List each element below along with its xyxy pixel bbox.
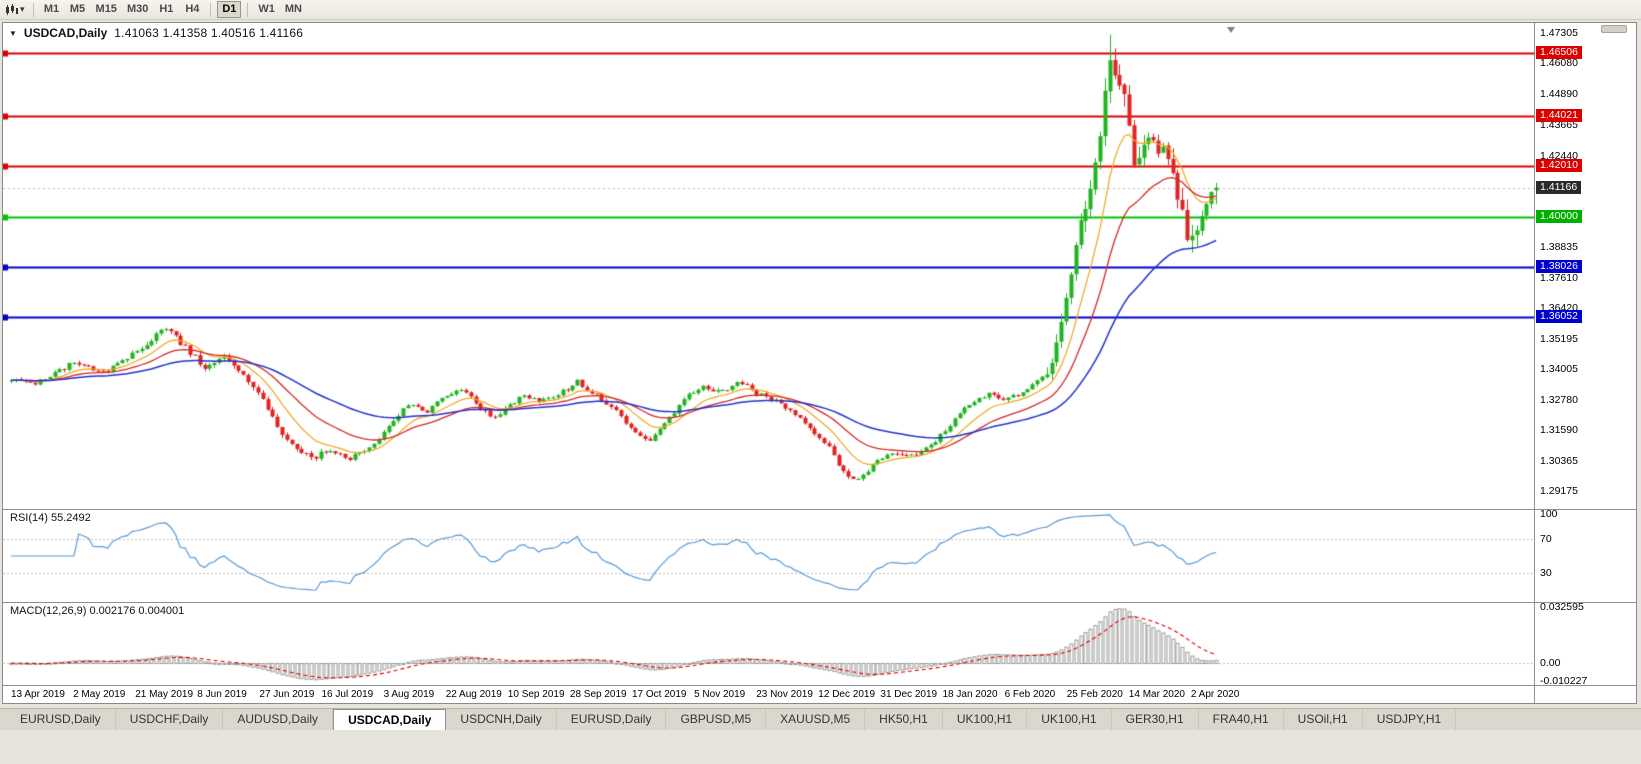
- macd-scale-label: 0.00: [1540, 657, 1561, 669]
- chart-scrollbar-thumb[interactable]: [1601, 25, 1627, 33]
- chart-tab-usdjpy-h1[interactable]: USDJPY,H1: [1363, 709, 1457, 730]
- macd-scale-label: 0.032595: [1540, 601, 1584, 613]
- y-axis-tick: 1.47305: [1540, 27, 1578, 39]
- y-axis-tick: 1.38835: [1540, 241, 1578, 253]
- rsi-indicator-label: RSI(14) 55.2492: [10, 512, 91, 524]
- timeframe-button-h1[interactable]: H1: [159, 3, 174, 15]
- chart-header: ▼ USDCAD,Daily 1.41063 1.41358 1.40516 1…: [9, 26, 303, 40]
- chart-type-icon[interactable]: [5, 3, 19, 16]
- x-axis-label: 8 Jun 2019: [197, 689, 247, 700]
- price-tag-resistance-3[interactable]: 1.42010: [1536, 159, 1582, 172]
- chart-tab-gbpusd-m5[interactable]: GBPUSD,M5: [666, 709, 767, 730]
- chart-tab-usdchf-daily[interactable]: USDCHF,Daily: [116, 709, 224, 730]
- rsi-scale-label: 70: [1540, 533, 1552, 545]
- x-axis-label: 2 Apr 2020: [1190, 689, 1240, 700]
- chart-ohlc-values: 1.41063 1.41358 1.40516 1.41166: [114, 26, 304, 40]
- x-axis-label: 17 Oct 2019: [632, 689, 687, 700]
- timeframe-button-m30[interactable]: M30: [126, 3, 149, 15]
- timeframe-toolbar: ▾ M1 M5 M15 M30 H1 H4 D1 W1 MN: [0, 0, 1641, 20]
- y-axis-tick: 1.44890: [1540, 88, 1578, 100]
- macd-pane-separator[interactable]: [3, 602, 1636, 603]
- y-axis-tick: 1.43665: [1540, 119, 1578, 131]
- x-axis-label: 13 Apr 2019: [11, 689, 65, 700]
- x-axis-label: 2 May 2019: [73, 689, 126, 700]
- time-axis[interactable]: 13 Apr 2019 2 May 2019 21 May 2019 8 Jun 20…: [3, 686, 1534, 703]
- chart-tab-audusd-daily[interactable]: AUDUSD,Daily: [223, 709, 334, 730]
- x-axis-label: 31 Dec 2019: [880, 689, 938, 700]
- price-chart-canvas[interactable]: [3, 23, 1534, 509]
- y-axis-tick: 1.32780: [1540, 394, 1578, 406]
- timeframe-button-m1[interactable]: M1: [43, 3, 60, 15]
- chart-tab-usdcad-daily[interactable]: USDCAD,Daily: [333, 709, 447, 730]
- x-axis-label: 6 Feb 2020: [1004, 689, 1056, 700]
- chart-tab-xauusd-m5[interactable]: XAUUSD,M5: [766, 709, 866, 730]
- x-axis-label: 25 Feb 2020: [1066, 689, 1123, 700]
- rsi-indicator-canvas[interactable]: [3, 510, 1534, 602]
- price-tag-support-1[interactable]: 1.38026: [1536, 260, 1582, 273]
- timeframe-button-w1[interactable]: W1: [258, 3, 275, 15]
- x-axis-label: 21 May 2019: [135, 689, 194, 700]
- chart-collapse-icon[interactable]: ▼: [9, 28, 17, 38]
- chart-tab-ger30-h1[interactable]: GER30,H1: [1112, 709, 1199, 730]
- x-axis-label: 22 Aug 2019: [445, 689, 502, 700]
- timeframe-button-mn[interactable]: MN: [284, 3, 302, 15]
- timeframe-button-h4[interactable]: H4: [185, 3, 200, 15]
- rsi-pane-separator[interactable]: [3, 509, 1636, 510]
- x-axis-label: 10 Sep 2019: [507, 689, 565, 700]
- x-axis-label: 5 Nov 2019: [694, 689, 746, 700]
- timeframe-button-m5[interactable]: M5: [69, 3, 86, 15]
- y-axis-tick: 1.31590: [1540, 424, 1578, 436]
- chart-tab-eurusd-daily[interactable]: EURUSD,Daily: [6, 709, 116, 730]
- chart-type-dropdown-icon[interactable]: ▾: [20, 4, 25, 14]
- price-axis-divider: [1534, 23, 1535, 703]
- x-axis-label: 12 Dec 2019: [818, 689, 876, 700]
- toolbar-separator: [210, 2, 212, 17]
- timeframe-button-m15[interactable]: M15: [95, 3, 117, 15]
- y-axis-tick: 1.30365: [1540, 455, 1578, 467]
- price-tag-resistance-1[interactable]: 1.46506: [1536, 46, 1582, 59]
- y-axis-tick: 1.29175: [1540, 485, 1578, 497]
- rsi-scale-label: 100: [1540, 508, 1558, 520]
- chart-tab-eurusd-daily[interactable]: EURUSD,Daily: [557, 709, 667, 730]
- x-axis-label: 28 Sep 2019: [569, 689, 627, 700]
- date-axis-separator: [3, 685, 1636, 686]
- chart-tab-uk100-h1[interactable]: UK100,H1: [943, 709, 1028, 730]
- y-axis-tick: 1.34005: [1540, 363, 1578, 375]
- x-axis-label: 27 Jun 2019: [259, 689, 315, 700]
- y-axis-tick: 1.37610: [1540, 272, 1578, 284]
- toolbar-separator: [247, 2, 249, 17]
- x-axis-label: 18 Jan 2020: [942, 689, 998, 700]
- macd-indicator-label: MACD(12,26,9) 0.002176 0.004001: [10, 605, 185, 617]
- x-axis-label: 16 Jul 2019: [321, 689, 374, 700]
- chart-tab-hk50-h1[interactable]: HK50,H1: [865, 709, 943, 730]
- x-axis-label: 14 Mar 2020: [1128, 689, 1185, 700]
- chart-tab-uk100-h1[interactable]: UK100,H1: [1027, 709, 1112, 730]
- chart-symbol-title: USDCAD,Daily: [23, 26, 108, 40]
- chart-tab-usoil-h1[interactable]: USOil,H1: [1284, 709, 1363, 730]
- timeframe-button-d1[interactable]: D1: [217, 1, 242, 18]
- macd-scale-label: -0.010227: [1540, 675, 1588, 687]
- price-tag-current-price[interactable]: 1.41166: [1536, 181, 1582, 194]
- price-tag-support-2[interactable]: 1.36052: [1536, 310, 1582, 323]
- chart-tab-usdcnh-daily[interactable]: USDCNH,Daily: [446, 709, 557, 730]
- toolbar-separator: [32, 2, 34, 17]
- macd-indicator-canvas[interactable]: [3, 603, 1534, 685]
- x-axis-label: 23 Nov 2019: [756, 689, 813, 700]
- price-tag-resistance-2[interactable]: 1.44021: [1536, 109, 1582, 122]
- timeframe-buttons: M1 M5 M15 M30 H1 H4 D1 W1 MN: [39, 1, 307, 18]
- usdcad-chart-window[interactable]: ▼ USDCAD,Daily 1.41063 1.41358 1.40516 1…: [2, 22, 1637, 704]
- x-axis-label: 3 Aug 2019: [383, 689, 435, 700]
- rsi-scale-label: 30: [1540, 567, 1552, 579]
- chart-tab-bar: EURUSD,Daily USDCHF,Daily AUDUSD,Daily USDC…: [0, 708, 1641, 730]
- price-axis[interactable]: 1.47305 1.46080 1.44890 1.43665 1.42440 1.388…: [3, 23, 1636, 703]
- y-axis-tick: 1.46080: [1540, 57, 1578, 69]
- chart-tab-fra40-h1[interactable]: FRA40,H1: [1199, 709, 1284, 730]
- price-tag-key-level[interactable]: 1.40000: [1536, 210, 1582, 223]
- y-axis-tick: 1.35195: [1540, 333, 1578, 345]
